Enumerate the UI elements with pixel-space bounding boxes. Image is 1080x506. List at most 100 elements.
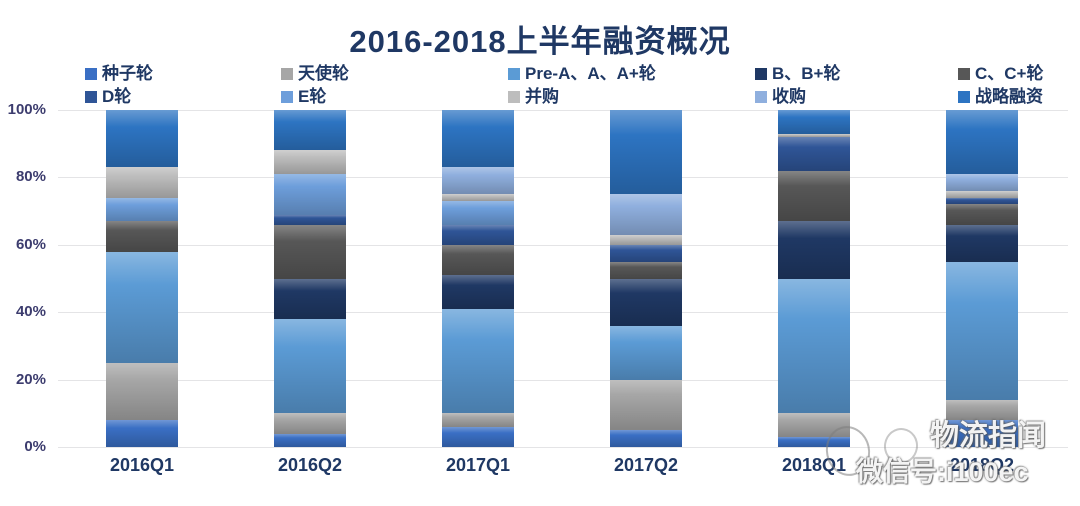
bar-segment [274,413,346,434]
bar-segment [442,413,514,427]
y-tick-label: 100% [7,101,46,118]
y-tick-label: 0% [24,438,46,455]
y-tick-label: 80% [15,168,46,186]
bar-2018Q2 [946,110,1018,447]
bar-segment [778,110,850,134]
bar-segment [946,190,1018,198]
legend-label: B、B+轮 [772,64,841,83]
legend-label: 战略融资 [975,87,1043,106]
gridline-0 [58,447,1068,448]
bar-segment [274,318,346,414]
legend-swatch-icon [281,68,293,80]
legend-item-7: E轮 [281,87,508,107]
legend-label: 并购 [525,87,559,106]
bar-segment [442,244,514,276]
page-title: 2016-2018上半年融资概况 [349,24,731,59]
bar-segment [106,197,178,222]
legend-label: Pre-A、A、A+轮 [525,64,656,83]
bar-segment [106,420,178,447]
bar-2017Q2 [610,110,682,447]
bar-2016Q1 [106,110,178,447]
bar-segment [442,224,514,245]
bar-segment [610,194,682,235]
bar-segment [106,167,178,198]
bar-segment [610,110,682,195]
bar-segment [106,362,178,421]
legend-label: 种子轮 [102,64,153,83]
legend-swatch-icon [85,91,97,103]
legend-label: E轮 [298,87,327,106]
legend-item-8: 并购 [508,87,755,107]
bar-segment [946,110,1018,175]
x-tick-label-2016Q2: 2016Q2 [277,455,343,475]
legend-item-4: B、B+轮 [755,64,958,84]
bar-2016Q2 [274,110,346,447]
bar-segment [274,110,346,151]
bar-2017Q1 [442,110,514,447]
legend-item-2: 天使轮 [281,64,508,84]
bar-segment [610,430,682,447]
bar-segment [946,224,1018,262]
bar-segment [442,167,514,195]
gridline-40 [58,312,1068,314]
bar-2018Q1 [778,110,850,447]
y-tick-label: 20% [15,370,46,388]
bar-segment [778,221,850,279]
bar-segment [610,379,682,431]
x-tick-label-2018Q2: 2018Q2 [949,455,1015,475]
bar-segment [274,278,346,319]
legend-swatch-icon [755,91,767,103]
bar-segment [778,170,850,222]
bar-segment [106,251,178,363]
legend-swatch-icon [958,68,970,80]
bar-segment [610,278,682,326]
bar-segment [610,234,682,245]
legend-item-1: 种子轮 [85,64,281,84]
legend-swatch-icon [508,91,520,103]
bar-segment [946,204,1018,225]
x-tick-label-2017Q1: 2017Q1 [445,455,511,475]
bar-segment [274,214,346,225]
gridline-80 [58,177,1068,179]
legend-label: C、C+轮 [975,64,1044,83]
bar-segment [778,278,850,414]
bar-segment [610,244,682,262]
bar-segment [442,275,514,309]
y-tick-label: 60% [15,235,46,253]
bar-segment [106,221,178,252]
legend-item-5: C、C+轮 [958,64,1075,84]
bar-segment [946,261,1018,400]
legend-label: 天使轮 [298,64,349,83]
bar-segment [778,133,850,137]
bar-segment [442,426,514,447]
bar-segment [442,201,514,225]
legend-label: D轮 [102,87,132,106]
x-tick-label-2016Q1: 2016Q1 [109,455,175,475]
gridline-60 [58,244,1068,246]
legend: 种子轮 天使轮 Pre-A、A、A+轮 B、B+轮 C、C+轮 D轮 E轮 并购 收购 战略融资 [85,64,1075,107]
legend-swatch-icon [508,68,520,80]
x-tick-label-2017Q2: 2017Q2 [613,455,679,475]
legend-label: 收购 [772,87,806,106]
bar-segment [442,308,514,414]
bar-segment [946,420,1018,447]
legend-swatch-icon [958,91,970,103]
bar-segment [610,261,682,279]
legend-swatch-icon [85,68,97,80]
plot-area [0,110,1080,448]
legend-item-3: Pre-A、A、A+轮 [508,64,755,84]
bar-segment [946,399,1018,421]
legend-swatch-icon [755,68,767,80]
bar-segment [442,110,514,168]
legend-item-10: 战略融资 [958,87,1075,107]
bar-segment [274,433,346,447]
legend-swatch-icon [281,91,293,103]
legend-item-9: 收购 [755,87,958,107]
bar-segment [946,197,1018,205]
bar-segment [946,174,1018,191]
gridline-100 [58,110,1068,111]
bar-segment [778,137,850,171]
y-tick-label: 40% [15,303,46,321]
x-tick-label-2018Q1: 2018Q1 [781,455,847,475]
